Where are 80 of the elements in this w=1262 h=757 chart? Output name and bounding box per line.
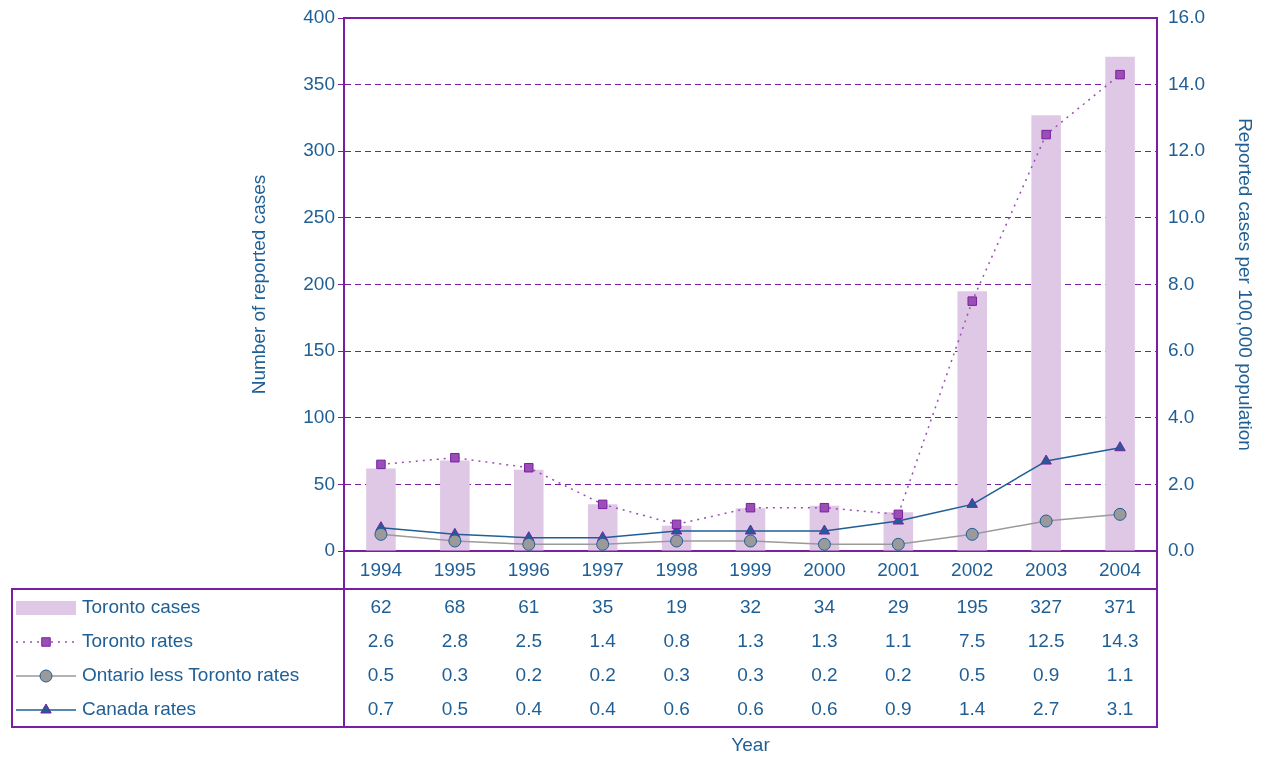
data-label: 0.5 [959, 664, 986, 686]
data-label: 12.5 [1027, 630, 1065, 652]
data-label: 1.4 [959, 698, 986, 720]
data-label: 371 [1104, 596, 1136, 618]
y2-tick-label: 6.0 [1168, 339, 1195, 361]
x-tick-label: 1996 [507, 558, 550, 580]
y-tick-label: 350 [303, 72, 335, 94]
data-label: 61 [518, 596, 540, 618]
data-label: 0.7 [367, 698, 395, 720]
x-tick-label: 2004 [1098, 558, 1142, 580]
y-tick-label: 200 [303, 272, 335, 294]
legend-label: Toronto rates [82, 630, 193, 652]
data-label: 1.3 [737, 630, 764, 652]
y2-tick-label: 12.0 [1168, 139, 1205, 161]
legend-label: Toronto cases [82, 596, 201, 618]
data-label: 0.6 [737, 698, 764, 720]
data-label: 0.3 [441, 664, 469, 686]
y2-tick-label: 14.0 [1168, 72, 1205, 94]
y2-tick-label: 0.0 [1168, 539, 1195, 561]
data-label: 195 [956, 596, 989, 618]
data-label: 29 [887, 596, 909, 618]
x-tick-label: 1997 [581, 558, 624, 580]
y-tick-label: 300 [303, 139, 335, 161]
data-label: 32 [739, 596, 762, 618]
data-label: 2.8 [441, 630, 469, 652]
x-tick-label: 1995 [433, 558, 476, 580]
data-label: 0.5 [367, 664, 395, 686]
data-label: 1.1 [885, 630, 912, 652]
data-label: 68 [444, 596, 466, 618]
data-label: 0.2 [515, 664, 542, 686]
data-label: 0.9 [885, 698, 912, 720]
x-tick-label: 1998 [655, 558, 698, 580]
data-label: 35 [592, 596, 614, 618]
x-tick-label: 1999 [729, 558, 772, 580]
y-tick-label: 150 [303, 339, 335, 361]
data-label: 0.6 [811, 698, 838, 720]
data-label: 0.2 [589, 664, 616, 686]
data-label: 0.9 [1032, 664, 1060, 686]
x-tick-label: 1994 [359, 558, 403, 580]
y2-tick-label: 16.0 [1168, 6, 1205, 28]
data-label: 1.3 [811, 630, 838, 652]
data-label: 0.2 [811, 664, 838, 686]
data-label: 0.3 [737, 664, 764, 686]
y2-axis-title: Reported cases per 100,000 population [1235, 118, 1257, 451]
x-tick-label: 2003 [1025, 558, 1068, 580]
y-tick-label: 50 [313, 472, 335, 494]
data-label: 0.8 [663, 630, 690, 652]
data-label: 34 [813, 596, 836, 618]
data-label: 1.1 [1106, 664, 1134, 686]
y2-tick-label: 4.0 [1168, 405, 1195, 427]
legend-label: Canada rates [82, 698, 197, 720]
data-label: 19 [666, 596, 688, 618]
data-label: 0.4 [589, 698, 617, 720]
y-tick-label: 100 [303, 405, 335, 427]
data-label: 3.1 [1106, 698, 1134, 720]
data-label: 0.5 [441, 698, 469, 720]
data-label: 62 [370, 596, 392, 618]
y2-tick-label: 2.0 [1168, 472, 1195, 494]
data-label: 2.5 [515, 630, 542, 652]
y-tick-label: 250 [303, 206, 335, 228]
x-tick-label: 2001 [877, 558, 920, 580]
legend-label: Ontario less Toronto rates [82, 664, 300, 686]
y-axis-title: Number of reported cases [247, 174, 269, 395]
y-tick-label: 400 [303, 6, 335, 28]
data-label: 7.5 [959, 630, 986, 652]
y-tick-label: 0 [324, 539, 335, 561]
data-label: 14.3 [1101, 630, 1139, 652]
y2-tick-label: 10.0 [1168, 206, 1205, 228]
data-label: 0.4 [515, 698, 543, 720]
data-label: 0.6 [663, 698, 690, 720]
x-tick-label: 2000 [803, 558, 846, 580]
data-label: 0.2 [885, 664, 912, 686]
data-label: 0.3 [663, 664, 690, 686]
x-tick-label: 2002 [951, 558, 994, 580]
data-label: 1.4 [589, 630, 617, 652]
data-label: 2.7 [1032, 698, 1060, 720]
data-label: 2.6 [367, 630, 395, 652]
data-label: 327 [1030, 596, 1062, 618]
y2-tick-label: 8.0 [1168, 272, 1195, 294]
text: Year [731, 734, 771, 756]
